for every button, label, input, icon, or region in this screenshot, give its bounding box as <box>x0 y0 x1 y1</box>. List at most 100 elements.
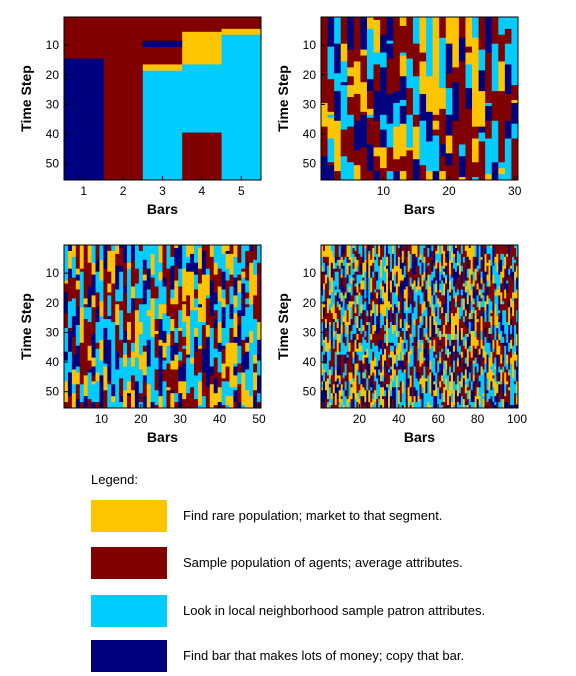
heatmap-cell <box>99 387 104 409</box>
heatmap-cell <box>452 351 456 361</box>
heatmap-cell <box>380 393 383 406</box>
heatmap-cell <box>95 333 100 344</box>
heatmap-cell <box>451 253 454 264</box>
heatmap-cell <box>504 28 512 45</box>
heatmap-cell <box>386 40 394 45</box>
heatmap-cell <box>249 245 254 252</box>
heatmap-cell <box>445 325 448 332</box>
heatmap-cell <box>492 375 495 379</box>
heatmap-cell <box>454 360 458 373</box>
heatmap-cell <box>449 319 452 326</box>
heatmap-cell <box>397 301 401 311</box>
heatmap-cell <box>429 393 432 406</box>
heatmap-cell <box>321 313 324 320</box>
heatmap-cell <box>429 405 432 409</box>
heatmap-cell <box>170 289 175 299</box>
heatmap-cell <box>490 366 493 370</box>
heatmap-cell <box>445 165 453 181</box>
heatmap-cell <box>425 316 428 329</box>
heatmap-cell <box>490 316 493 326</box>
heatmap-cell <box>502 253 505 267</box>
heatmap-cell <box>403 354 407 364</box>
y-axis-label: Time Step <box>18 65 34 132</box>
heatmap-cell <box>474 250 477 255</box>
heatmap-cell <box>486 342 489 355</box>
heatmap-cell <box>421 342 424 353</box>
heatmap-cell <box>372 313 375 326</box>
heatmap-cell <box>397 369 401 382</box>
heatmap-cell <box>229 245 234 255</box>
heatmap-cell <box>166 333 171 347</box>
heatmap-cell <box>376 265 379 273</box>
heatmap-cell <box>449 387 452 397</box>
heatmap-cell <box>378 289 381 296</box>
heatmap-cell <box>409 277 412 284</box>
heatmap-cell <box>502 277 505 290</box>
heatmap-cell <box>253 274 258 296</box>
heatmap-cell <box>387 348 391 356</box>
heatmap-cell <box>409 292 412 305</box>
heatmap-cell <box>330 301 334 308</box>
heatmap-cell <box>433 375 436 382</box>
heatmap-cell <box>376 327 379 335</box>
heatmap-cell <box>451 265 454 278</box>
heatmap-cell <box>401 330 405 341</box>
heatmap-cell <box>490 369 493 382</box>
heatmap-cell <box>423 336 426 350</box>
heatmap-cell <box>384 381 387 385</box>
heatmap-cell <box>237 363 242 373</box>
heatmap-cell <box>334 339 338 353</box>
heatmap-cell <box>209 280 215 305</box>
heatmap-cell <box>358 313 361 317</box>
heatmap-cell <box>452 141 460 163</box>
heatmap-cell <box>454 333 458 341</box>
heatmap-cell <box>407 274 410 284</box>
heatmap-cell <box>425 259 428 270</box>
y-tick-label: 50 <box>46 385 60 399</box>
heatmap-cell <box>413 396 416 403</box>
heatmap-cell <box>344 313 347 326</box>
heatmap-cell <box>474 280 477 293</box>
heatmap-cell <box>441 245 444 255</box>
heatmap-cell <box>437 262 440 270</box>
heatmap-cell <box>468 351 472 361</box>
heatmap-cell <box>237 322 242 326</box>
heatmap-cell <box>342 405 345 409</box>
heatmap-cell <box>127 262 132 270</box>
heatmap-cell <box>328 325 332 335</box>
heatmap-cell <box>334 245 338 252</box>
heatmap-cell <box>182 304 187 323</box>
heatmap-cell <box>449 316 452 320</box>
heatmap-cell <box>382 268 385 281</box>
heatmap-cell <box>502 289 505 299</box>
heatmap-cell <box>415 265 418 278</box>
heatmap-cell <box>95 271 100 287</box>
heatmap-cell <box>502 325 505 338</box>
y-tick-label: 30 <box>46 325 60 339</box>
heatmap-cell <box>332 375 336 385</box>
heatmap-cell <box>352 363 355 376</box>
heatmap-cell <box>391 256 395 264</box>
heatmap-cell <box>449 286 452 293</box>
heatmap-cell <box>452 298 456 302</box>
heatmap-cell <box>324 245 328 258</box>
heatmap-cell <box>217 351 222 373</box>
heatmap-cell <box>321 319 324 323</box>
heatmap-cell <box>407 378 410 385</box>
heatmap-cell <box>387 384 391 391</box>
heatmap-cell <box>134 396 140 409</box>
heatmap-cell <box>328 265 332 275</box>
heatmap-cell <box>354 351 357 364</box>
heatmap-cell <box>123 301 128 317</box>
heatmap-cell <box>340 85 348 110</box>
heatmap-cell <box>407 336 410 350</box>
heatmap-cell <box>490 268 493 281</box>
heatmap-cell <box>441 351 444 364</box>
heatmap-cell <box>99 360 104 376</box>
heatmap-cell <box>508 369 511 373</box>
heatmap-cell <box>327 162 335 166</box>
heatmap-cell <box>352 393 355 406</box>
heatmap-cell <box>380 348 383 356</box>
heatmap-cell <box>324 274 328 284</box>
heatmap-cell <box>107 319 112 341</box>
